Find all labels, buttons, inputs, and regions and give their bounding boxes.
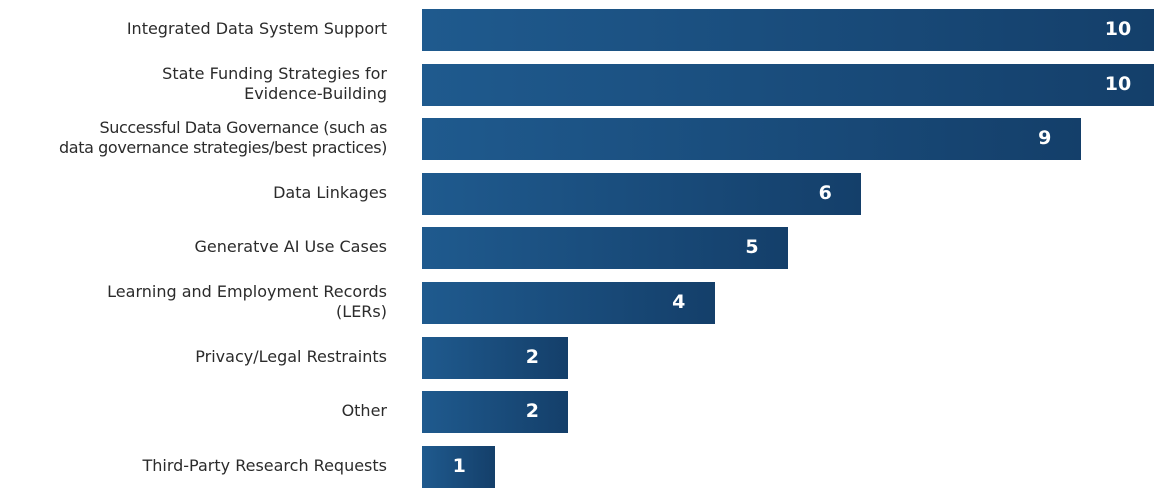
data-label: 6 (818, 181, 832, 204)
category-label: Third-Party Research Requests (142, 455, 387, 475)
data-label: 9 (1038, 127, 1052, 150)
data-label: 4 (672, 291, 686, 313)
data-label: 2 (525, 345, 539, 368)
data-label: 1 (452, 454, 466, 477)
bar (422, 227, 788, 270)
bar (422, 118, 1081, 161)
category-label: Learning and Employment Records (LERs) (107, 282, 387, 321)
data-label: 2 (525, 400, 539, 423)
category-label: Successful Data Governance (such as data… (59, 118, 387, 158)
data-label: 10 (1104, 72, 1132, 95)
bar (422, 9, 1154, 51)
bar (422, 63, 1154, 106)
bar (422, 391, 569, 434)
category-label: Integrated Data System Support (126, 19, 387, 38)
category-label: Privacy/Legal Restraints (195, 346, 387, 366)
category-label: Data Linkages (273, 182, 387, 202)
category-label: Generatve AI Use Cases (194, 237, 388, 257)
data-label: 5 (745, 236, 759, 259)
data-label: 10 (1104, 18, 1132, 40)
bar (422, 445, 496, 488)
bar (422, 282, 715, 324)
bar (422, 172, 862, 215)
category-label: State Funding Strategies for Evidence-Bu… (162, 63, 387, 103)
bar (422, 336, 569, 379)
category-label: Other (341, 401, 387, 421)
